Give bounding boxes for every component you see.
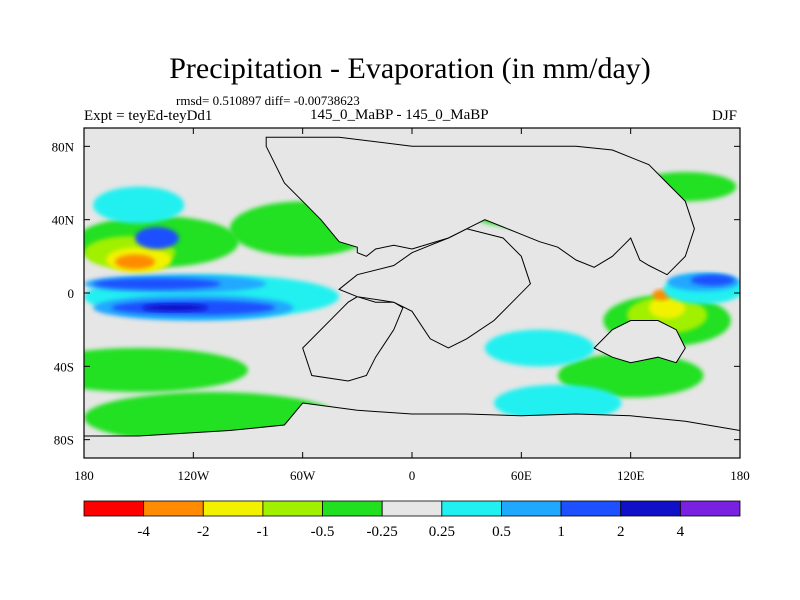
field-region-16 [484,329,595,367]
field-region-12 [114,254,156,270]
x-tick-label: 120E [617,468,645,483]
colorbar-box [501,500,562,517]
colorbar-box [322,500,383,517]
field-region-24 [93,278,221,290]
y-tick-label: 80S [54,433,74,448]
y-tick-label: 0 [68,286,75,301]
colorbar-box [620,500,681,517]
colorbar-box [381,500,443,517]
x-tick-label: 60E [511,468,532,483]
land-outline-4 [84,402,740,458]
colorbar: -4 -2 -1 -0.5 -0.25 0.25 0.5 1 2 4 [83,500,741,540]
colorbar-box [679,500,741,517]
colorbar-box [441,500,502,517]
land-outline-2 [265,136,695,276]
chart-title: Precipitation - Evaporation (in mm/day) [169,52,651,85]
colorbar-box [143,500,204,517]
x-tick-label: 120W [177,468,210,483]
y-tick-label: 80N [52,139,75,154]
land-outline-1 [338,228,531,349]
field-region-17 [494,384,622,422]
experiment-label: Expt = teyEd-teyDd1 [84,108,213,124]
field-region-11 [648,296,686,319]
x-tick-label: 180 [730,468,750,483]
colorbar-box [202,500,264,517]
colorbar-label: 1 [557,524,565,540]
colorbar-label: -0.5 [311,524,335,540]
colorbar-label: -1 [257,524,270,540]
stats-line: rmsd= 0.510897 diff= -0.00738623 [176,93,360,108]
field-region-5 [557,353,704,398]
colorbar-label: 2 [617,524,625,540]
coastlines [84,136,740,458]
field-region-2 [84,348,248,392]
colorbar-box [560,500,622,517]
y-tick-label: 40S [54,359,74,374]
colorbar-box [83,500,145,517]
colorbar-box [262,500,323,517]
field-region-18 [93,186,185,224]
y-tick-label: 40N [52,213,75,228]
season-label: DJF [712,108,738,124]
x-tick-label: 60W [290,468,316,483]
colorbar-label: -4 [137,524,150,540]
colorbar-label: -2 [197,524,210,540]
colorbar-label: 0.25 [429,524,455,540]
land-outline-3 [593,320,686,364]
colorbar-label: 4 [677,524,685,540]
colorbar-label: -0.25 [367,524,398,540]
y-axis: 80N 40N 0 40S 80S [52,139,740,448]
x-axis: 180 120W 60W 0 60E 120E 180 [74,128,750,483]
field-region-25 [135,227,179,249]
field-region-26 [690,274,735,286]
field-region-28 [142,304,208,312]
x-tick-label: 0 [409,468,416,483]
colorbar-label: 0.5 [492,524,511,540]
case-label: 145_0_MaBP - 145_0_MaBP [310,107,489,123]
x-tick-label: 180 [74,468,94,483]
